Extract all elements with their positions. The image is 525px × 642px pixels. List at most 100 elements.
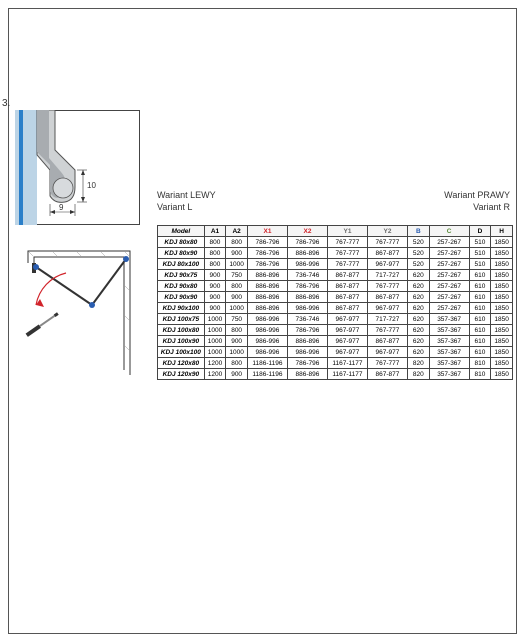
table-cell: 1000 [226, 259, 248, 270]
table-cell: 886-896 [287, 336, 327, 347]
th-model: Model [158, 226, 205, 237]
table-cell: 786-796 [247, 237, 287, 248]
table-cell: KDJ 100x75 [158, 314, 205, 325]
table-cell: 767-777 [367, 237, 407, 248]
table-cell: 867-877 [367, 336, 407, 347]
table-cell: 357-367 [429, 325, 469, 336]
table-cell: KDJ 100x100 [158, 347, 205, 358]
variant-right-label: Wariant PRAWY Variant R [444, 190, 510, 213]
table-cell: 257-267 [429, 303, 469, 314]
th-c: C [429, 226, 469, 237]
table-cell: 820 [407, 369, 429, 380]
table-cell: 610 [469, 270, 491, 281]
table-cell: 967-977 [367, 259, 407, 270]
table-cell: 357-367 [429, 347, 469, 358]
table-row: KDJ 80x90800900786-796886-896767-777867-… [158, 248, 513, 259]
table-cell: 620 [407, 347, 429, 358]
variant-right-native: Wariant PRAWY [444, 190, 510, 202]
table-cell: 900 [204, 292, 226, 303]
th-y2: Y2 [367, 226, 407, 237]
table-cell: 610 [469, 303, 491, 314]
table-cell: KDJ 90x80 [158, 281, 205, 292]
table-cell: 820 [407, 358, 429, 369]
table-cell: 786-796 [287, 325, 327, 336]
table-cell: 1167-1177 [327, 358, 367, 369]
table-cell: 1850 [491, 347, 513, 358]
table-row: KDJ 80x1008001000786-796986-996767-77796… [158, 259, 513, 270]
table-cell: 1850 [491, 358, 513, 369]
table-cell: 786-796 [287, 358, 327, 369]
table-cell: 800 [204, 248, 226, 259]
table-cell: 736-746 [287, 270, 327, 281]
table-cell: 800 [226, 237, 248, 248]
table-cell: 520 [407, 237, 429, 248]
table-cell: 1850 [491, 237, 513, 248]
table-cell: 1000 [204, 336, 226, 347]
table-cell: KDJ 100x80 [158, 325, 205, 336]
table-cell: 257-267 [429, 248, 469, 259]
table-cell: KDJ 120x80 [158, 358, 205, 369]
table-cell: 1850 [491, 270, 513, 281]
th-x2: X2 [287, 226, 327, 237]
table-cell: 1850 [491, 325, 513, 336]
th-y1: Y1 [327, 226, 367, 237]
table-cell: 510 [469, 237, 491, 248]
table-cell: 610 [469, 336, 491, 347]
table-cell: 967-977 [327, 325, 367, 336]
table-cell: 357-367 [429, 369, 469, 380]
table-cell: 1850 [491, 281, 513, 292]
table-cell: KDJ 100x90 [158, 336, 205, 347]
table-cell: 810 [469, 358, 491, 369]
th-a1: A1 [204, 226, 226, 237]
variant-right-en: Variant R [444, 202, 510, 214]
table-cell: 1850 [491, 314, 513, 325]
door-plan-diagram [22, 245, 137, 380]
table-row: KDJ 100x10010001000986-996986-996967-977… [158, 347, 513, 358]
table-row: KDJ 90x75900750886-896736-746867-877717-… [158, 270, 513, 281]
table-row: KDJ 100x751000750986-996736-746967-97771… [158, 314, 513, 325]
table-cell: 886-896 [247, 281, 287, 292]
table-cell: 620 [407, 325, 429, 336]
table-cell: 357-367 [429, 314, 469, 325]
table-cell: KDJ 80x90 [158, 248, 205, 259]
table-cell: 886-896 [287, 248, 327, 259]
variant-left-native: Wariant LEWY [157, 190, 216, 202]
table-cell: 610 [469, 347, 491, 358]
table-cell: 800 [226, 325, 248, 336]
table-cell: 986-996 [247, 325, 287, 336]
table-cell: 867-877 [367, 292, 407, 303]
table-row: KDJ 90x90900900886-896886-896867-877867-… [158, 292, 513, 303]
table-header-row: Model A1 A2 X1 X2 Y1 Y2 B C D H [158, 226, 513, 237]
table-cell: 520 [407, 248, 429, 259]
table-cell: 786-796 [247, 259, 287, 270]
dim-height: 10 [87, 181, 96, 190]
table-cell: 867-877 [327, 303, 367, 314]
table-row: KDJ 80x80800800786-796786-796767-777767-… [158, 237, 513, 248]
th-a2: A2 [226, 226, 248, 237]
variant-left-label: Wariant LEWY Variant L [157, 190, 216, 213]
table-body: KDJ 80x80800800786-796786-796767-777767-… [158, 237, 513, 380]
table-cell: 786-796 [247, 248, 287, 259]
table-cell: 900 [226, 292, 248, 303]
table-cell: 620 [407, 336, 429, 347]
table-cell: 986-996 [247, 314, 287, 325]
table-cell: 900 [226, 248, 248, 259]
table-cell: 1000 [204, 347, 226, 358]
table-cell: 510 [469, 248, 491, 259]
table-cell: 620 [407, 270, 429, 281]
seal-cross-section-diagram: 10 9 [15, 110, 140, 225]
table-cell: 767-777 [327, 248, 367, 259]
table-cell: 967-977 [327, 347, 367, 358]
table-cell: 620 [407, 314, 429, 325]
table-cell: 257-267 [429, 259, 469, 270]
table-cell: 357-367 [429, 336, 469, 347]
table-cell: 767-777 [327, 237, 367, 248]
table-cell: 750 [226, 314, 248, 325]
th-x1: X1 [247, 226, 287, 237]
table-cell: 620 [407, 281, 429, 292]
table-cell: 767-777 [367, 358, 407, 369]
table-cell: 800 [204, 259, 226, 270]
table-cell: 767-777 [367, 325, 407, 336]
table-cell: 867-877 [367, 369, 407, 380]
table-cell: 1850 [491, 259, 513, 270]
